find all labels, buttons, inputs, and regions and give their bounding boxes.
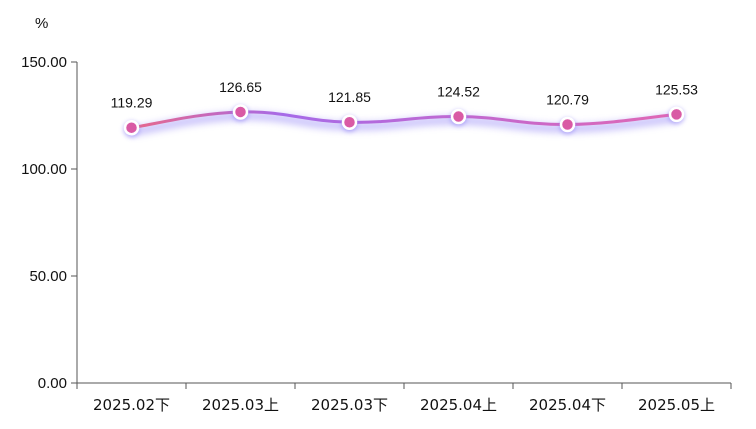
x-tick-label: 2025.04下	[529, 396, 606, 414]
data-label: 126.65	[219, 79, 262, 95]
y-tick-label: 150.00	[21, 54, 67, 71]
data-point	[450, 108, 467, 125]
y-axis-unit-label: %	[35, 15, 48, 32]
data-label: 124.52	[437, 84, 480, 100]
y-tick-label: 100.00	[21, 161, 67, 178]
series-line-glow	[130, 112, 677, 136]
y-tick-label: 0.00	[38, 375, 67, 392]
data-label: 120.79	[546, 92, 589, 108]
y-tick-label: 50.00	[29, 268, 67, 285]
data-point	[668, 106, 685, 123]
x-tick-label: 2025.05上	[638, 396, 715, 414]
data-point	[559, 116, 576, 133]
data-point	[123, 119, 140, 136]
data-label: 119.29	[111, 95, 153, 111]
x-axis: 2025.02下 2025.03上 2025.03下 2025.04上 2025.04下…	[76, 382, 732, 414]
series-group: 119.29 126.65 121.85 124.52 120.79 125.53	[111, 79, 698, 138]
data-point	[232, 104, 249, 120]
data-label: 121.85	[328, 89, 371, 105]
x-tick-label: 2025.02下	[93, 396, 170, 414]
data-point	[341, 114, 358, 130]
series-line	[130, 110, 678, 130]
x-tick-label: 2025.03下	[311, 396, 388, 414]
y-axis: 0.00 50.00 100.00 150.00	[21, 54, 78, 392]
x-tick-label: 2025.03上	[202, 396, 279, 414]
x-tick-label: 2025.04上	[420, 396, 497, 414]
data-label: 125.53	[655, 81, 698, 97]
